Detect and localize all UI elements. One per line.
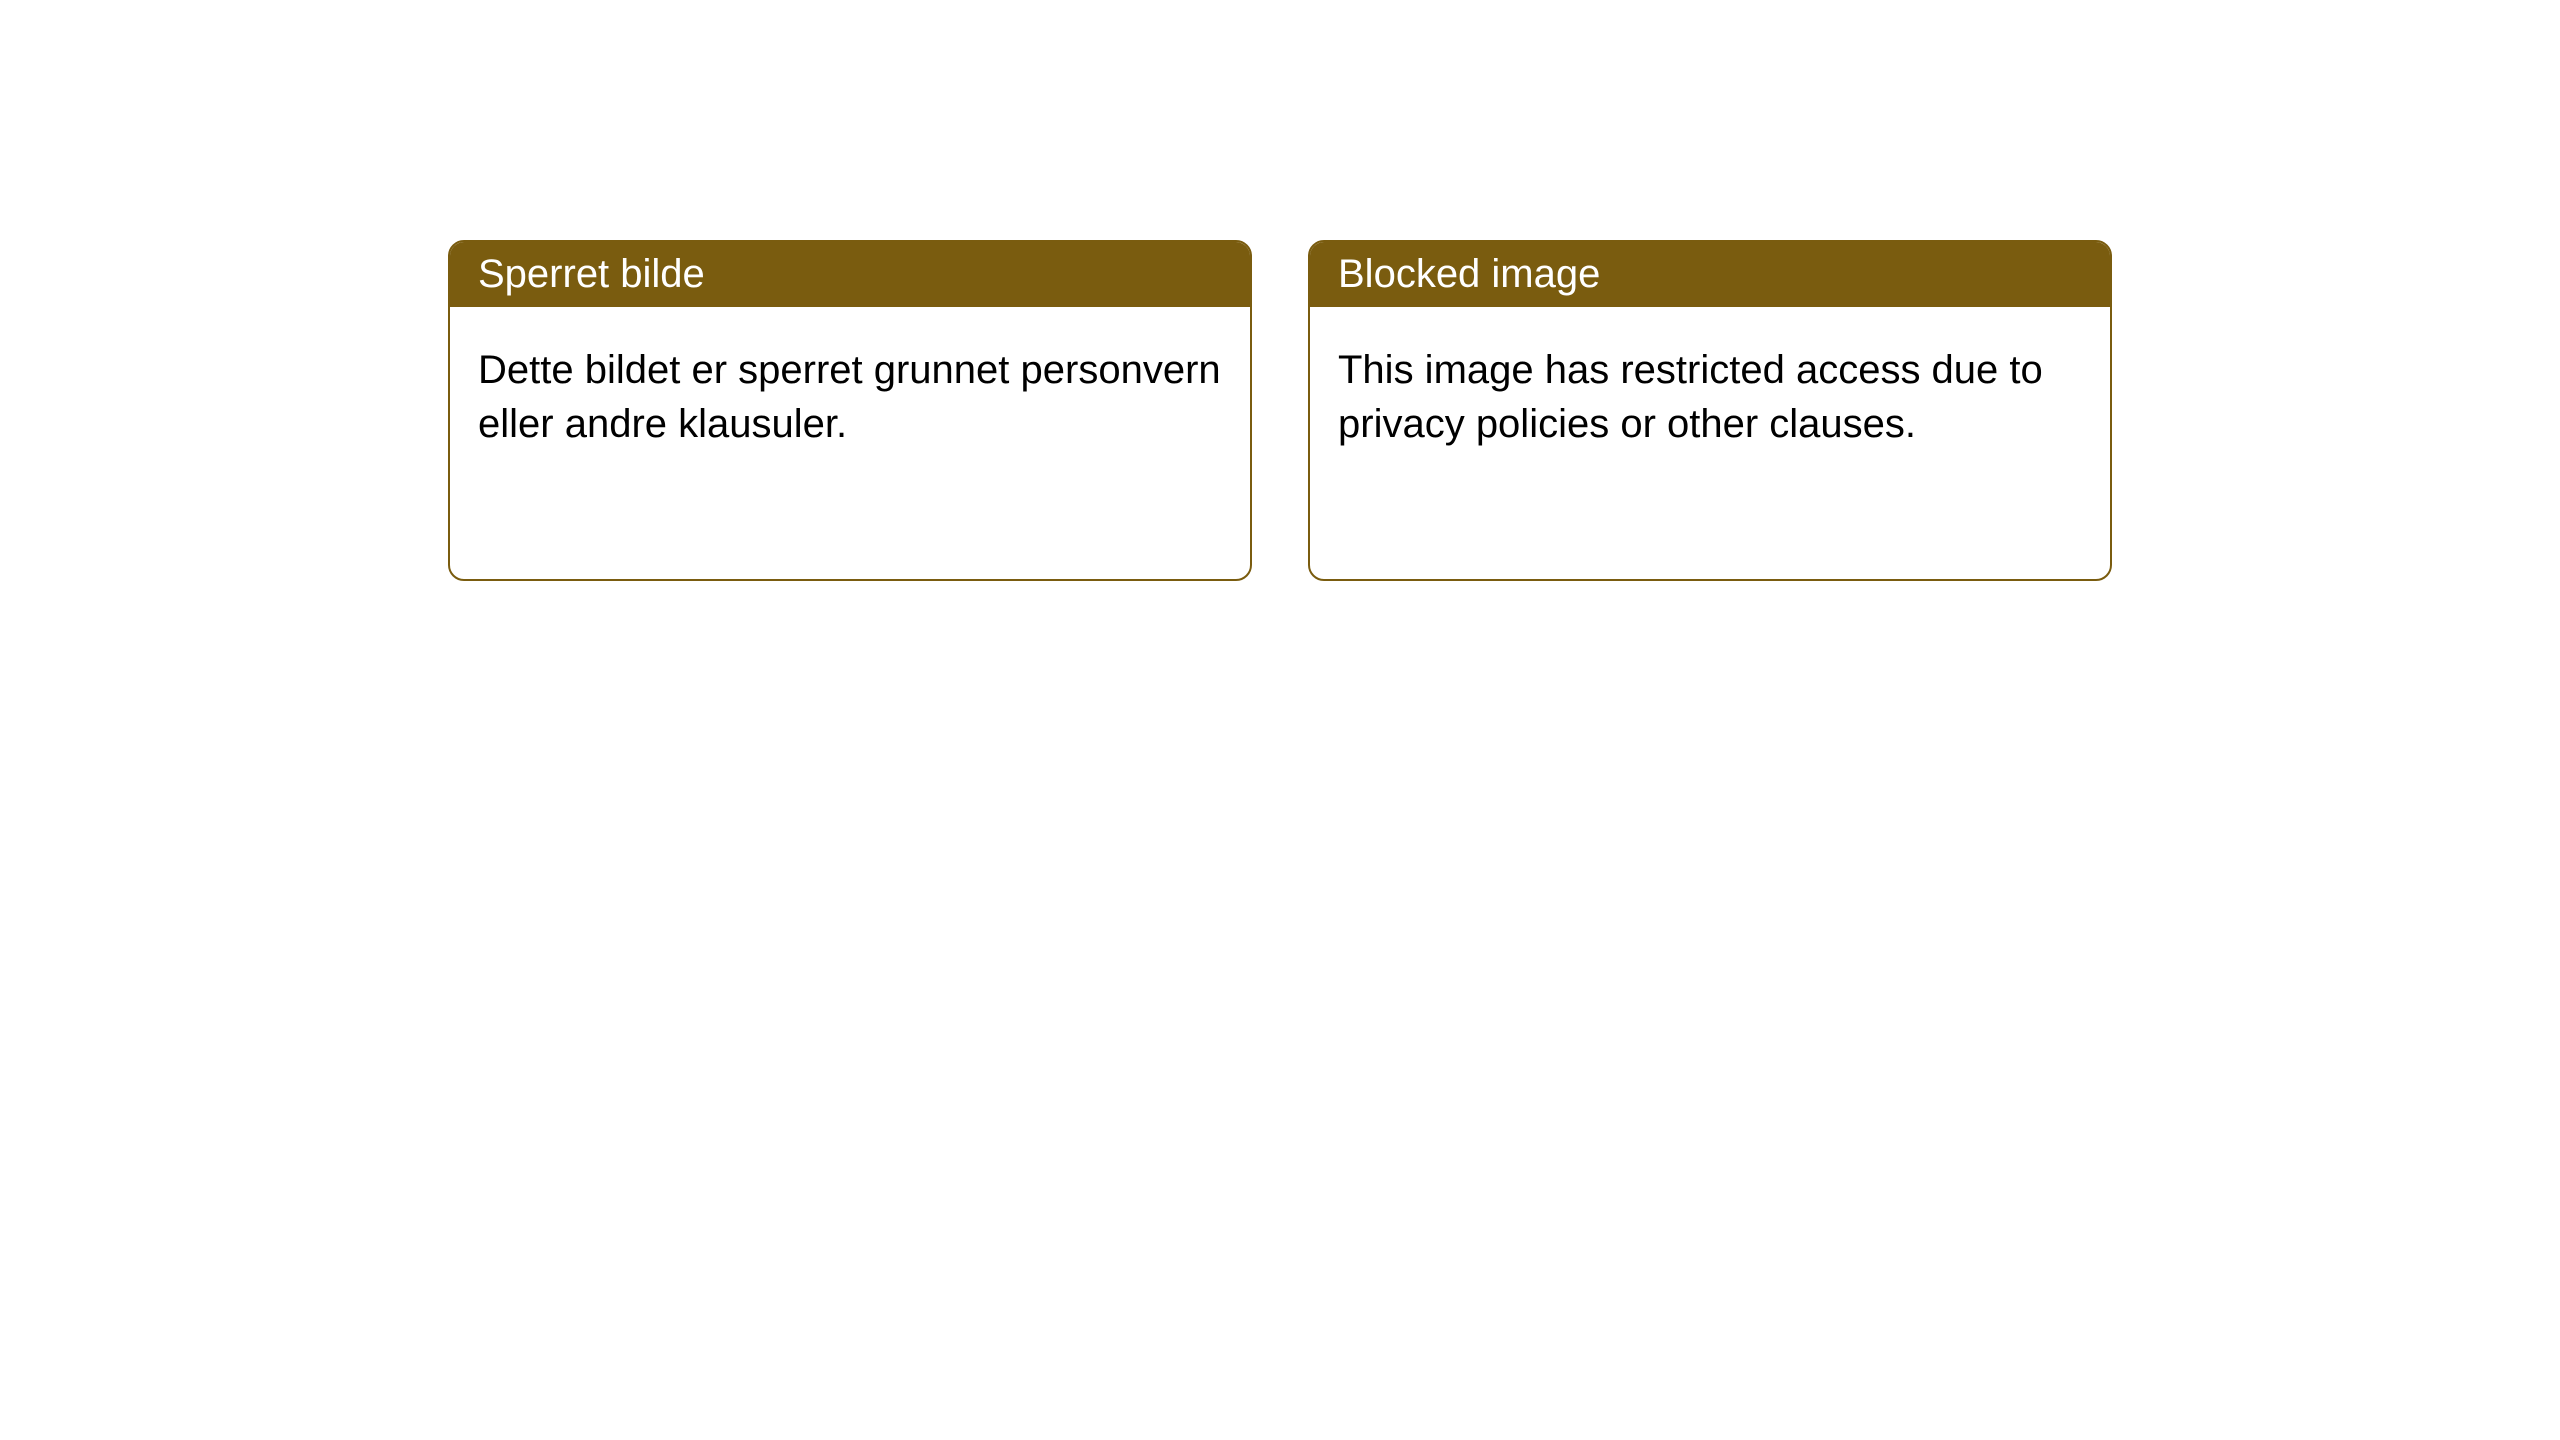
card-header-norwegian: Sperret bilde xyxy=(450,242,1250,307)
card-body-norwegian: Dette bildet er sperret grunnet personve… xyxy=(450,307,1250,579)
card-body-english: This image has restricted access due to … xyxy=(1310,307,2110,579)
cards-container: Sperret bilde Dette bildet er sperret gr… xyxy=(448,240,2112,581)
blocked-image-card-english: Blocked image This image has restricted … xyxy=(1308,240,2112,581)
card-header-english: Blocked image xyxy=(1310,242,2110,307)
blocked-image-card-norwegian: Sperret bilde Dette bildet er sperret gr… xyxy=(448,240,1252,581)
